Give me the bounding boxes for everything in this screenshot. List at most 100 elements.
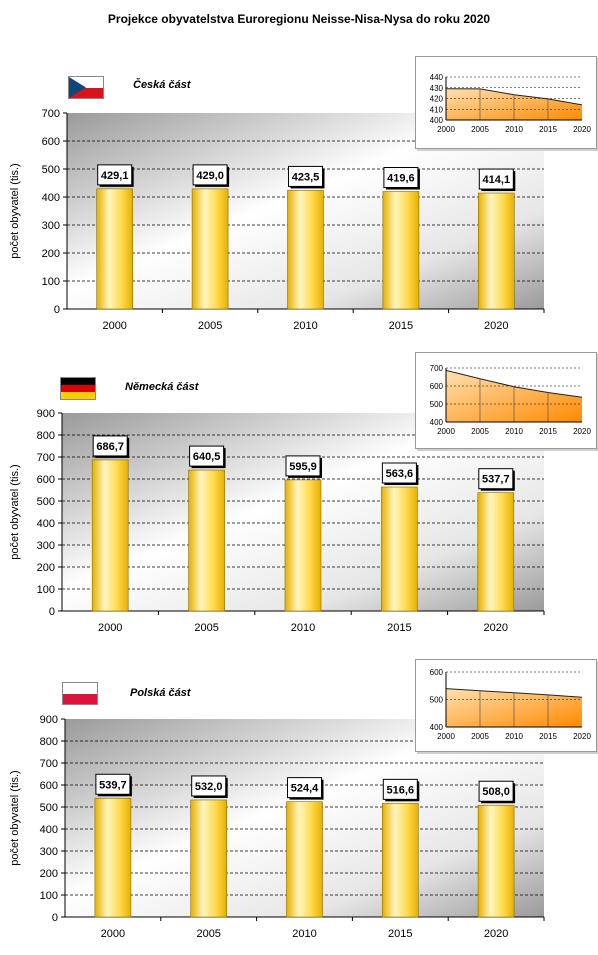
data-label: 595,9 (289, 461, 317, 473)
inset-y-tick-label: 430 (430, 84, 444, 93)
data-label: 419,6 (387, 173, 415, 185)
y-tick-label: 200 (40, 868, 58, 880)
x-tick-label: 2000 (101, 928, 125, 940)
inset-y-tick-label: 420 (430, 95, 444, 104)
y-tick-label: 400 (42, 192, 60, 204)
inset-y-tick-label: 410 (430, 105, 444, 114)
y-tick-label: 700 (37, 452, 55, 464)
inset-x-tick-label: 2000 (437, 125, 455, 134)
bar (191, 188, 229, 310)
y-tick-label: 100 (42, 276, 60, 288)
y-axis-label: počet obyvatel (tis.) (9, 464, 21, 559)
inset-x-tick-label: 2015 (539, 732, 557, 741)
data-label: 537,7 (482, 474, 510, 486)
y-tick-label: 300 (42, 220, 60, 232)
y-tick-label: 0 (54, 304, 60, 316)
inset-y-tick-label: 440 (430, 73, 444, 82)
y-axis-label: počet obyvatel (tis.) (9, 770, 21, 865)
y-tick-label: 500 (40, 802, 58, 814)
inset-series-line (445, 688, 583, 698)
flag-german-icon (60, 377, 96, 400)
inset-x-tick-label: 2015 (539, 427, 557, 436)
x-tick-label: 2015 (389, 320, 413, 332)
inset-x-tick-label: 2005 (471, 125, 489, 134)
data-label-box (189, 445, 225, 467)
x-tick-label: 2020 (484, 928, 508, 940)
x-tick-label: 2015 (388, 928, 412, 940)
x-tick-label: 2010 (291, 622, 315, 634)
inset-y-tick-label: 400 (430, 723, 444, 732)
data-label-box (288, 165, 323, 187)
inset-x-tick-label: 2010 (505, 125, 523, 134)
y-tick-label: 200 (37, 562, 55, 574)
y-tick-label: 600 (40, 780, 58, 792)
y-tick-label: 0 (49, 606, 55, 618)
data-label: 524,4 (291, 783, 319, 795)
y-tick-label: 300 (37, 540, 55, 552)
data-label-box (478, 780, 514, 802)
inset-chart-polish: 400 500 600 2000 2005 2010 2015 2020 (415, 659, 597, 752)
bar (381, 486, 418, 612)
bar (382, 191, 420, 310)
inset-x-tick-label: 2005 (471, 427, 489, 436)
data-label-box (92, 435, 128, 457)
data-label: 423,5 (292, 171, 320, 183)
inset-y-tick-label: 400 (430, 418, 444, 427)
x-tick-label: 2010 (293, 320, 317, 332)
bar (287, 190, 324, 310)
inset-x-tick-label: 2000 (437, 732, 455, 741)
inset-chart-czech: 400 410 420 430 440 2000 2005 2010 2015 2020 (415, 56, 597, 149)
inset-y-tick-label: 600 (430, 382, 444, 391)
x-tick-label: 2000 (98, 622, 122, 634)
x-tick-label: 2010 (292, 928, 316, 940)
y-tick-label: 300 (40, 846, 58, 858)
data-label: 429,1 (101, 170, 129, 182)
bar (188, 469, 225, 612)
y-axis-label: počet obyvatel (tis.) (9, 163, 21, 258)
inset-y-tick-label: 500 (430, 696, 444, 705)
region-label: Česká část (133, 79, 191, 91)
x-tick-label: 2005 (198, 320, 222, 332)
inset-x-tick-label: 2005 (471, 732, 489, 741)
inset-x-tick-label: 2010 (505, 732, 523, 741)
data-label: 414,1 (483, 174, 511, 186)
bar (91, 459, 129, 612)
y-tick-label: 900 (40, 714, 58, 726)
inset-x-tick-label: 2020 (573, 427, 591, 436)
data-label-box (287, 777, 322, 799)
flag-czech-icon (68, 76, 104, 99)
data-label: 563,6 (386, 468, 414, 480)
chart-panel-german: Německá část 0 100 200 300 400 500 600 700 800 90… (0, 0, 598, 634)
data-label-box (95, 773, 131, 795)
data-label: 539,7 (99, 779, 127, 791)
region-label: Polská část (130, 687, 191, 699)
y-tick-label: 700 (42, 108, 60, 120)
bar-chart-german: 0 100 200 300 400 500 600 700 800 900 počet obyvat… (9, 408, 545, 634)
inset-y-tick-label: 500 (430, 400, 444, 409)
data-label: 516,6 (387, 784, 415, 796)
bar (284, 479, 322, 612)
x-tick-label: 2020 (484, 320, 508, 332)
bar (96, 188, 133, 310)
y-tick-label: 0 (52, 912, 58, 924)
inset-chart-german: 400 500 600 700 2000 2005 2010 2015 2020 (415, 352, 597, 449)
data-label: 532,0 (195, 781, 223, 793)
chart-panel-czech: Česká část 0 100 200 300 400 500 600 700 počet o… (0, 0, 598, 332)
data-label-box (192, 164, 228, 186)
region-label: Německá část (125, 381, 199, 393)
data-label-box (381, 462, 417, 484)
data-label-box (478, 468, 514, 490)
data-label-box (285, 455, 321, 477)
data-label: 686,7 (96, 441, 124, 453)
y-tick-label: 700 (40, 758, 58, 770)
x-tick-label: 2000 (102, 320, 126, 332)
page-title: Projekce obyvatelstva Euroregionu Neisse… (107, 12, 491, 26)
data-label: 508,0 (482, 786, 510, 798)
bar (381, 803, 419, 918)
y-tick-label: 400 (40, 824, 58, 836)
inset-y-tick-label: 700 (430, 364, 444, 373)
y-tick-label: 900 (37, 408, 55, 420)
data-label-box (191, 775, 227, 797)
bar (190, 799, 227, 918)
